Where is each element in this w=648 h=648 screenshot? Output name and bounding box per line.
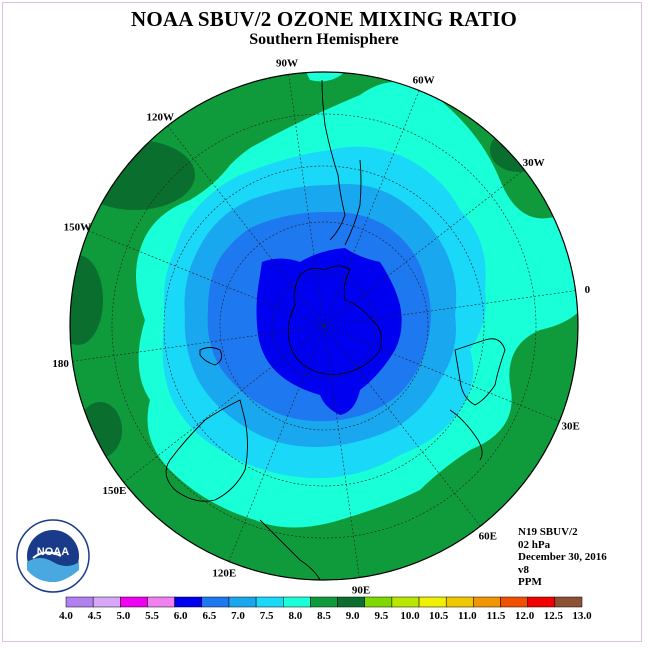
coastlines — [165, 79, 506, 580]
longitude-label: 120E — [212, 568, 236, 580]
latitude-circle — [111, 113, 537, 539]
ozone-field — [70, 72, 578, 580]
info-units: PPM — [518, 576, 542, 588]
info-version: v8 — [518, 563, 529, 576]
map-border — [69, 71, 579, 581]
longitude-label: 30W — [523, 157, 545, 169]
longitude-label: 180 — [52, 358, 69, 370]
info-satellite: N19 SBUV/2 — [518, 526, 578, 538]
band-9-0-patch — [70, 255, 103, 345]
band-6-0 — [256, 248, 402, 415]
figure-frame — [2, 2, 642, 642]
longitude-label: 120W — [146, 111, 174, 123]
longitude-label: 150W — [64, 221, 92, 233]
latitude-circle — [219, 221, 429, 431]
band-9-0-patch — [75, 140, 195, 210]
longitude-label: 90E — [352, 584, 370, 596]
map-subtitle: Southern Hemisphere — [249, 31, 399, 48]
latitude-circle — [271, 273, 377, 379]
graticule — [72, 74, 576, 578]
logo-text: NOAA — [37, 546, 69, 558]
info-level: 02 hPa — [518, 538, 551, 551]
longitude-labels: 90W 60W 30W 0 30E 60E 90E 120E 150E 180 150W 120W — [52, 58, 590, 597]
longitude-label: 90W — [276, 58, 298, 70]
info-date: December 30, 2016 — [518, 551, 607, 563]
longitude-label: 0 — [585, 284, 591, 296]
longitude-label: 60E — [479, 531, 497, 543]
longitude-label: 60W — [413, 74, 435, 86]
info-block: N19 SBUV/2 02 hPa December 30, 2016 v8 P… — [518, 526, 607, 589]
latitude-circle — [163, 165, 485, 487]
noaa-logo: NOAA — [15, 518, 91, 599]
map-title: NOAA SBUV/2 OZONE MIXING RATIO — [131, 7, 517, 31]
longitude-label: 30E — [561, 421, 579, 433]
longitude-label: 150E — [102, 485, 126, 497]
